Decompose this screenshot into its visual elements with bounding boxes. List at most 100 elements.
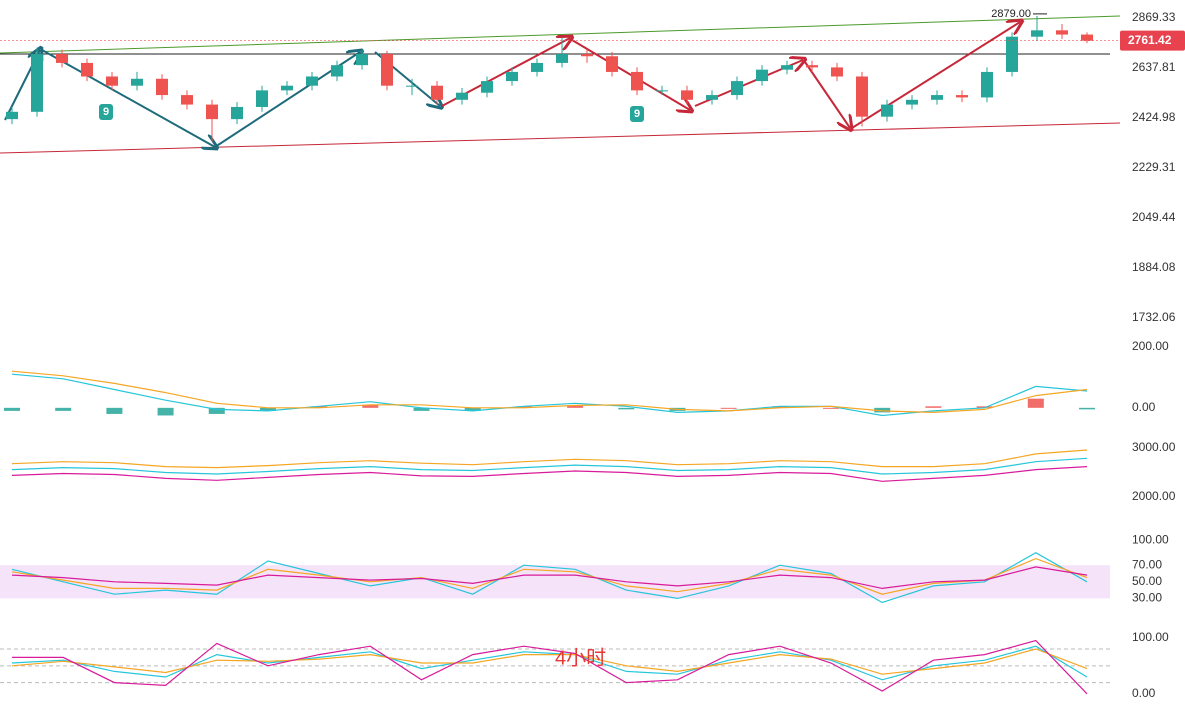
candle-body (206, 104, 218, 120)
y-tick-label: 2000.00 (1132, 489, 1176, 503)
candle-body (1056, 30, 1068, 35)
histogram-bar (874, 407, 891, 413)
candle-body (581, 54, 593, 57)
annotation: 4小时 (555, 646, 606, 669)
indicator-line (11, 370, 1088, 414)
histogram-bar (823, 407, 840, 409)
indicator-line (11, 645, 1088, 681)
price-tag (1120, 30, 1185, 51)
candle-body (556, 54, 568, 63)
y-tick-label: 2049.44 (1132, 210, 1176, 224)
candle-body (506, 71, 518, 82)
candle-body (706, 95, 718, 100)
candle-body (131, 78, 143, 86)
candle-body (356, 54, 368, 66)
y-tick-label: 2869.33 (1132, 10, 1176, 24)
histogram-bar (515, 406, 532, 408)
indicator-line (11, 566, 1088, 590)
candle-body (881, 104, 893, 117)
td-label: 9 (103, 106, 109, 118)
candle-body (456, 92, 468, 100)
histogram-bar (720, 407, 737, 409)
indicator-line (12, 639, 1088, 695)
candle-body (256, 90, 268, 107)
histogram-bar (55, 407, 72, 411)
td-label: 9 (634, 108, 640, 120)
y-tick-label: 100.00 (1132, 532, 1169, 546)
candle-body (531, 62, 543, 72)
indicator-line (11, 449, 1088, 469)
price-tag-label: 2761.42 (1128, 33, 1172, 47)
indicator-line (11, 552, 1088, 604)
indicator-line (11, 466, 1088, 482)
y-tick-label: 30.00 (1132, 591, 1162, 605)
candle-body (1031, 30, 1043, 37)
y-tick-label: 3000.00 (1132, 440, 1176, 454)
y-tick-label: 50.00 (1132, 574, 1162, 588)
histogram-bar (1027, 398, 1044, 408)
histogram-bar (925, 406, 942, 408)
histogram-bar (464, 407, 481, 411)
y-tick-label: 1732.06 (1132, 310, 1176, 324)
candle-body (1006, 36, 1018, 72)
histogram-bar (259, 407, 276, 411)
histogram-bar (413, 407, 430, 411)
candle-body (31, 54, 43, 112)
y-tick-label: 2424.98 (1132, 110, 1176, 124)
histogram-bar (106, 407, 123, 414)
histogram-bar (362, 404, 379, 408)
candle-body (431, 85, 443, 100)
histogram-bar (208, 407, 225, 414)
y-tick-label: 100.00 (1132, 630, 1169, 644)
td-marker (99, 104, 113, 120)
candle-body (156, 78, 168, 96)
candle-body (831, 67, 843, 77)
y-tick-label: 1884.08 (1132, 260, 1176, 274)
histogram-bar (157, 407, 174, 416)
histogram-bar (976, 406, 993, 408)
candle-body (931, 95, 943, 100)
histogram-bar (1079, 407, 1095, 410)
candle-body (656, 90, 668, 92)
candle-body (956, 95, 968, 98)
y-tick-label: 2637.81 (1132, 60, 1176, 74)
candle-body (906, 99, 918, 105)
candle-body (56, 54, 68, 63)
td-marker (630, 106, 644, 122)
histogram-bar (567, 405, 584, 408)
histogram-bar (311, 406, 328, 408)
candle-body (106, 76, 118, 86)
candle-body (331, 65, 343, 77)
histogram-bar (771, 406, 788, 408)
y-tick-label: 2229.31 (1132, 160, 1176, 174)
candle-body (1081, 34, 1093, 41)
candle-body (381, 54, 393, 86)
candle-body (606, 56, 618, 72)
candle-body (981, 71, 993, 98)
candle-body (306, 76, 318, 86)
candle-body (856, 76, 868, 117)
indicator-line (11, 373, 1088, 417)
indicator-line (11, 648, 1088, 675)
candle-body (81, 62, 93, 77)
y-tick-label: 0.00 (1132, 400, 1156, 414)
candle-body (481, 81, 493, 93)
candle-body (681, 90, 693, 100)
candle-body (406, 85, 418, 87)
candle-body (281, 85, 293, 91)
candle-body (181, 95, 193, 105)
high-label: 2879.00 (991, 8, 1031, 20)
y-tick-label: 70.00 (1132, 557, 1162, 571)
candle-body (756, 69, 768, 82)
indicator-line (11, 457, 1088, 475)
candle-body (631, 71, 643, 91)
y-tick-label: 200.00 (1132, 339, 1169, 353)
indicator-line (11, 557, 1088, 595)
candle-body (6, 111, 18, 120)
y-tick-label: 0.00 (1132, 686, 1156, 700)
histogram-bar (4, 407, 20, 411)
candle-body (806, 65, 818, 68)
histogram-bar (618, 407, 635, 410)
